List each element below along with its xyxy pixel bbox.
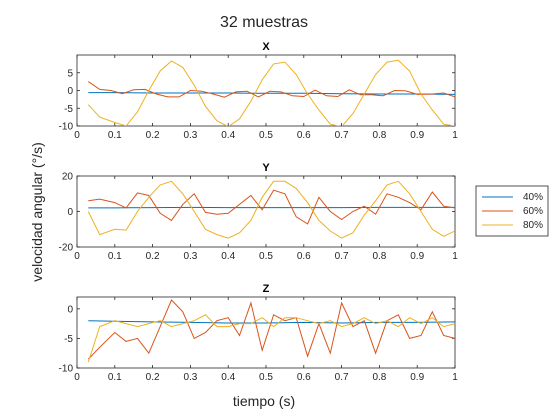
subplot-x-xtick-label: 0 <box>74 130 80 141</box>
subplot-z-xtick-label: 0.3 <box>183 372 197 383</box>
subplot-y-series-40 <box>88 206 455 209</box>
subplot-x-ytick-label: 0 <box>67 86 73 97</box>
subplot-x-ytick-label: -10 <box>59 122 74 133</box>
subplot-z-xtick-label: 0.8 <box>372 372 386 383</box>
subplot-x-xtick-label: 0.4 <box>221 130 235 141</box>
subplot-z-series-60 <box>87 299 455 360</box>
subplot-x-series-80 <box>87 59 455 126</box>
subplot-z-xtick-label: 1 <box>452 372 458 383</box>
y-axis-label: velocidad angular (°/s) <box>29 142 45 281</box>
subplot-x-xtick-label: 0.7 <box>335 130 349 141</box>
subplot-y-xtick-label: 0.4 <box>221 251 235 262</box>
subplot-x-xtick-label: 0.1 <box>108 130 122 141</box>
legend-label-60: 60% <box>523 206 543 217</box>
subplot-z-series-40 <box>88 320 455 324</box>
subplot-z-ytick-label: 0 <box>67 304 73 315</box>
subplot-x-title: X <box>262 41 270 53</box>
subplot-x-xtick-label: 1 <box>452 130 458 141</box>
subplot-x-xtick-label: 0.5 <box>259 130 273 141</box>
x-axis-label: tiempo (s) <box>233 393 295 409</box>
subplot-x-xtick-label: 0.8 <box>372 130 386 141</box>
subplot-z-ytick-label: -5 <box>64 334 73 345</box>
subplot-x-ytick-label: 5 <box>67 68 73 79</box>
subplot-z-series-80 <box>87 314 455 363</box>
subplot-x-xtick-label: 0.6 <box>297 130 311 141</box>
subplot-x-xtick-label: 0.9 <box>410 130 424 141</box>
subplot-z-xtick-label: 0.5 <box>259 372 273 383</box>
subplot-z-xtick-label: 0.1 <box>108 372 122 383</box>
subplot-y-xtick-label: 1 <box>452 251 458 262</box>
subplot-y-xtick-label: 0.3 <box>183 251 197 262</box>
subplot-z-ytick-label: -10 <box>59 364 74 375</box>
subplot-y-xtick-label: 0.7 <box>335 251 349 262</box>
subplot-y-series-60 <box>88 189 455 225</box>
subplot-y-ytick-label: -20 <box>59 243 74 254</box>
subplot-z: Z 0 0.1 0.2 0.3 0.4 0.5 0.6 0.7 0.8 0.9 1 -10 -5 0 <box>59 283 459 383</box>
legend: 40% 60% 80% <box>475 185 549 237</box>
subplot-x-xtick-label: 0.3 <box>183 130 197 141</box>
subplot-z-xtick-label: 0.7 <box>335 372 349 383</box>
subplot-z-xtick-label: 0.2 <box>146 372 160 383</box>
subplot-z-xtick-label: 0.6 <box>297 372 311 383</box>
subplot-x-ytick-label: -5 <box>64 104 73 115</box>
figure-title: 32 muestras <box>220 14 308 31</box>
subplot-z-xtick-label: 0.4 <box>221 372 235 383</box>
subplot-y-series-80 <box>87 180 455 239</box>
subplot-z-xtick-label: 0 <box>74 372 80 383</box>
subplot-y-xtick-label: 0.8 <box>372 251 386 262</box>
subplot-z-title: Z <box>263 283 270 295</box>
legend-label-80: 80% <box>523 220 543 231</box>
subplot-y-ytick-label: 20 <box>62 172 74 183</box>
subplot-y-xtick-label: 0.5 <box>259 251 273 262</box>
subplot-y-xtick-label: 0.2 <box>146 251 160 262</box>
subplot-y-title: Y <box>262 162 270 174</box>
subplot-y-ytick-label: 0 <box>67 207 73 218</box>
legend-label-40: 40% <box>523 192 543 203</box>
subplot-y-xtick-label: 0 <box>74 251 80 262</box>
subplot-y-xtick-label: 0.1 <box>108 251 122 262</box>
subplot-y-xtick-label: 0.6 <box>297 251 311 262</box>
subplot-x-xtick-label: 0.2 <box>146 130 160 141</box>
subplot-z-xtick-label: 0.9 <box>410 372 424 383</box>
subplot-x: X 0 0.1 0.2 0.3 0.4 0.5 0.6 0.7 0.8 0.9 1 -10 -5 0 5 <box>59 41 459 141</box>
subplot-y-xtick-label: 0.9 <box>410 251 424 262</box>
